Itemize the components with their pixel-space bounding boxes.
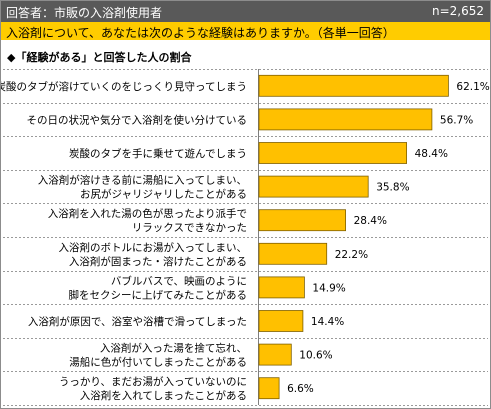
value-label: 6.6% bbox=[287, 383, 314, 395]
bar bbox=[258, 74, 449, 97]
category-label: 入浴剤が溶けきる前に湯船に入ってしまい、 bbox=[38, 174, 247, 187]
value-label: 10.6% bbox=[299, 350, 332, 362]
value-label: 35.8% bbox=[376, 182, 409, 194]
category-label: 入浴剤を入れてしまったことがある bbox=[80, 389, 247, 402]
question-bar: 入浴剤について、あなたは次のような経験はありますか。（各単一回答） bbox=[1, 22, 490, 40]
bar bbox=[258, 276, 305, 299]
category-label: うっかり、まだお湯が入っていないのに bbox=[59, 375, 247, 388]
category-label: その日の状況や気分で入浴剤を使い分けている bbox=[27, 113, 248, 126]
category-label: 入浴剤が固まった・溶けたことがある bbox=[69, 255, 247, 268]
category-label: 炭酸のタブを手に乗せて遊んでしまう bbox=[69, 147, 247, 160]
category-label: お尻がジャリジャリしたことがある bbox=[80, 188, 247, 201]
bar bbox=[258, 175, 369, 198]
category-label: リラックスできなかった bbox=[132, 222, 247, 234]
bar bbox=[258, 343, 292, 366]
value-label: 22.2% bbox=[335, 249, 368, 261]
category-label: 炭酸のタブが溶けていくのをじっくり見守ってしまう bbox=[1, 80, 247, 93]
chart-subtitle: ◆「経験がある」と回答した人の割合 bbox=[7, 51, 192, 64]
question-text: 入浴剤について、あなたは次のような経験はありますか。（各単一回答） bbox=[6, 26, 395, 40]
value-label: 56.7% bbox=[440, 114, 473, 126]
category-label: 入浴剤が原因で、浴室や浴槽で滑ってしまった bbox=[28, 315, 247, 328]
bar bbox=[258, 209, 346, 232]
value-label: 14.9% bbox=[312, 282, 345, 294]
header-bar: 回答者：市販の入浴剤使用者 n=2,652 bbox=[1, 1, 490, 22]
category-label: バブルバスで、映画のように bbox=[111, 274, 247, 287]
bar bbox=[258, 242, 328, 265]
respondents-label: 回答者：市販の入浴剤使用者 bbox=[6, 6, 163, 20]
bar bbox=[258, 108, 433, 131]
bar bbox=[258, 310, 304, 332]
category-label: 入浴剤を入れた湯の色が思ったより派手で bbox=[48, 207, 247, 220]
value-label: 28.4% bbox=[354, 215, 387, 227]
bar bbox=[258, 377, 280, 400]
value-label: 14.4% bbox=[311, 316, 344, 328]
sample-size: n=2,652 bbox=[431, 4, 484, 18]
category-label: 入浴剤のボトルにお湯が入ってしまい、 bbox=[59, 241, 247, 254]
category-label: 湯船に色が付いてしまったことがある bbox=[69, 356, 247, 369]
category-label: 脚をセクシーに上げてみたことがある bbox=[69, 288, 248, 301]
value-label: 48.4% bbox=[415, 148, 448, 160]
value-label: 62.1% bbox=[456, 81, 489, 93]
category-label: 入浴剤が入った湯を捨て忘れ、 bbox=[100, 342, 247, 355]
bar bbox=[258, 142, 408, 164]
